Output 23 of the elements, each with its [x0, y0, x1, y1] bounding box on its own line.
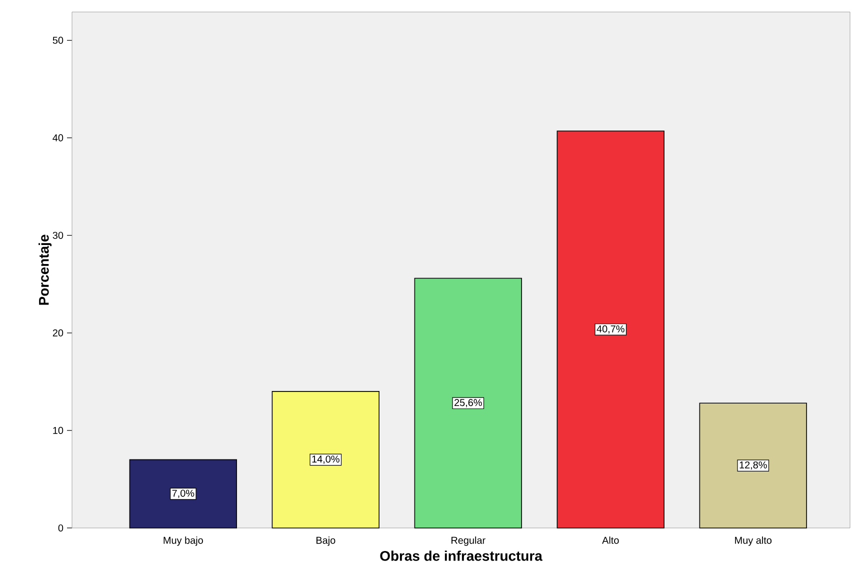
- y-tick-label: 10: [53, 426, 64, 434]
- y-tick-label: 50: [52, 36, 64, 44]
- bar: [272, 391, 380, 528]
- x-tick-label: Muy alto: [735, 536, 772, 546]
- data-label: 7,0%: [172, 490, 194, 498]
- data-label: 12,8%: [740, 461, 767, 470]
- x-tick-label: Regular: [452, 536, 486, 546]
- x-tick-label: Bajo: [316, 536, 336, 546]
- bar: [699, 402, 807, 528]
- y-axis-title: Porcentaje: [38, 234, 52, 305]
- bar: [414, 278, 522, 528]
- bar: [129, 459, 237, 528]
- y-tick-label: 20: [52, 329, 64, 336]
- data-label: 40,7%: [596, 325, 624, 334]
- data-label: 25,6%: [454, 399, 482, 408]
- x-axis-title: Obras de infraestructura: [380, 550, 542, 561]
- x-tick-label: Alto: [602, 536, 619, 544]
- x-tick-label: Muy bajo: [164, 536, 203, 546]
- y-tick-label: 30: [52, 232, 64, 239]
- y-tick-label: 0: [58, 524, 64, 532]
- data-label: 14,0%: [312, 456, 340, 464]
- y-tick-label: 40: [52, 134, 64, 142]
- bar: [556, 130, 664, 528]
